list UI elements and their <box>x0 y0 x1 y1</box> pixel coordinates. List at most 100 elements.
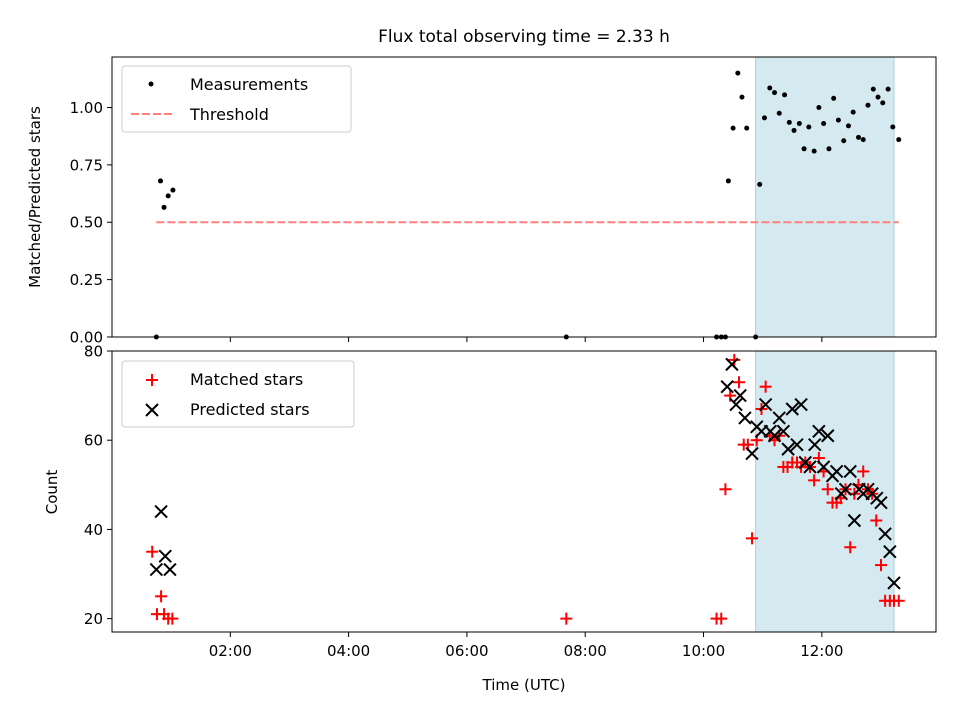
matched-star-point <box>808 474 821 487</box>
measurement-point <box>739 94 745 100</box>
top-x-axis <box>229 337 823 342</box>
bottom-x-axis: 02:00 04:00 06:00 08:00 10:00 12:00 <box>209 632 843 660</box>
measurement-point <box>850 109 856 115</box>
predicted-star-point <box>794 397 808 412</box>
predicted-star-point <box>838 482 853 496</box>
top-axes-frame <box>111 56 937 338</box>
measurement-point <box>816 104 822 110</box>
predicted-star-point <box>785 402 799 416</box>
matched-star-point <box>759 380 772 393</box>
legend-measurements-label: Measurements <box>190 75 308 94</box>
measurement-point <box>796 121 802 127</box>
measurement-point <box>791 127 797 133</box>
measurement-point <box>865 102 871 108</box>
measurement-point <box>896 137 902 143</box>
predicted-star-point <box>158 549 172 563</box>
predicted-star-point <box>725 357 739 372</box>
measurement-point <box>885 86 891 92</box>
x-tick-label: 08:00 <box>564 642 607 660</box>
bottom-legend: Matched stars Predicted stars <box>121 360 355 428</box>
predicted-star-point <box>821 429 835 443</box>
measurement-point <box>890 124 896 130</box>
measurement-point <box>835 117 841 123</box>
matched-star-point <box>892 594 905 607</box>
predicted-star-point <box>729 397 743 412</box>
matched-star-point <box>146 545 159 558</box>
measurement-point <box>158 178 164 184</box>
x-tick-label: 04:00 <box>327 642 370 660</box>
top-plot-area <box>153 70 902 340</box>
measurement-point <box>880 100 886 106</box>
measurement-point <box>761 115 767 121</box>
predicted-star-point <box>887 576 901 590</box>
matched-star-point <box>560 612 573 625</box>
measurement-point <box>811 148 817 154</box>
y-tick-label: 0.00 <box>70 329 103 347</box>
measurement-point <box>826 146 832 152</box>
predicted-star-point <box>829 464 844 479</box>
y-tick-label: 1.00 <box>70 99 103 117</box>
measurement-point <box>801 146 807 152</box>
matched-star-point <box>746 532 759 545</box>
predicted-star-point <box>812 424 826 438</box>
y-tick-label: 0.50 <box>70 214 103 232</box>
legend-matched-marker <box>146 374 158 386</box>
predicted-star-point <box>847 513 862 528</box>
legend-predicted-label: Predicted stars <box>190 400 310 419</box>
bottom-plot-area <box>146 353 905 625</box>
matched-star-point <box>844 541 857 554</box>
measurement-point <box>821 121 827 127</box>
measurement-point <box>875 94 881 100</box>
matched-star-point <box>719 483 732 496</box>
matched-star-point <box>715 612 728 625</box>
x-tick-label: 10:00 <box>682 642 725 660</box>
measurement-point <box>772 90 778 96</box>
y-tick-label: 0.25 <box>70 271 103 289</box>
bottom-y-axis: 20 40 60 80 <box>84 343 112 628</box>
predicted-star-point <box>767 429 782 443</box>
predicted-star-point <box>772 411 786 425</box>
top-panel: Flux total observing time = 2.33 h Match… <box>26 27 937 347</box>
measurement-point <box>776 110 782 116</box>
predicted-star-point <box>149 562 164 577</box>
predicted-star-point <box>874 495 888 510</box>
predicted-star-point <box>843 464 857 479</box>
observing-window-band <box>755 57 895 337</box>
legend-predicted-marker <box>145 403 159 417</box>
measurement-point <box>170 187 176 193</box>
y-tick-label: 60 <box>84 432 103 450</box>
bottom-legend-box <box>121 360 355 428</box>
measurement-point <box>786 119 792 125</box>
predicted-star-point <box>163 562 177 577</box>
predicted-star-point <box>883 545 897 559</box>
matched-star-point <box>733 376 746 389</box>
x-tick-label: 12:00 <box>800 642 843 660</box>
top-y-axis: 0.00 0.25 0.50 0.75 1.00 <box>70 99 112 347</box>
measurement-point <box>744 125 750 131</box>
predicted-star-point <box>803 460 817 474</box>
legend-measurements-marker <box>148 81 154 87</box>
predicted-star-point <box>733 388 747 403</box>
measurement-point <box>831 95 837 101</box>
y-tick-label: 0.75 <box>70 156 103 174</box>
measurement-point <box>782 92 788 98</box>
predicted-star-point <box>776 424 791 438</box>
y-tick-label: 80 <box>84 343 103 361</box>
measurement-point <box>845 123 851 129</box>
measurement-point <box>856 134 862 140</box>
bottom-panel: Count Time (UTC) 20 40 60 80 02:00 04:00 06:0… <box>43 343 937 694</box>
legend-threshold-label: Threshold <box>189 105 269 124</box>
predicted-star-point <box>781 442 795 456</box>
matched-star-point <box>874 559 887 572</box>
observing-window-span-top <box>755 57 895 337</box>
top-legend-box <box>121 65 352 133</box>
top-y-axis-label: Matched/Predicted stars <box>26 106 44 288</box>
x-tick-label: 06:00 <box>445 642 488 660</box>
predicted-star-point <box>790 437 804 452</box>
matched-star-point <box>857 465 870 478</box>
top-legend: Measurements Threshold <box>121 65 352 133</box>
measurement-point <box>735 70 741 76</box>
measurement-point <box>725 178 731 184</box>
bottom-axes-frame <box>111 350 937 633</box>
